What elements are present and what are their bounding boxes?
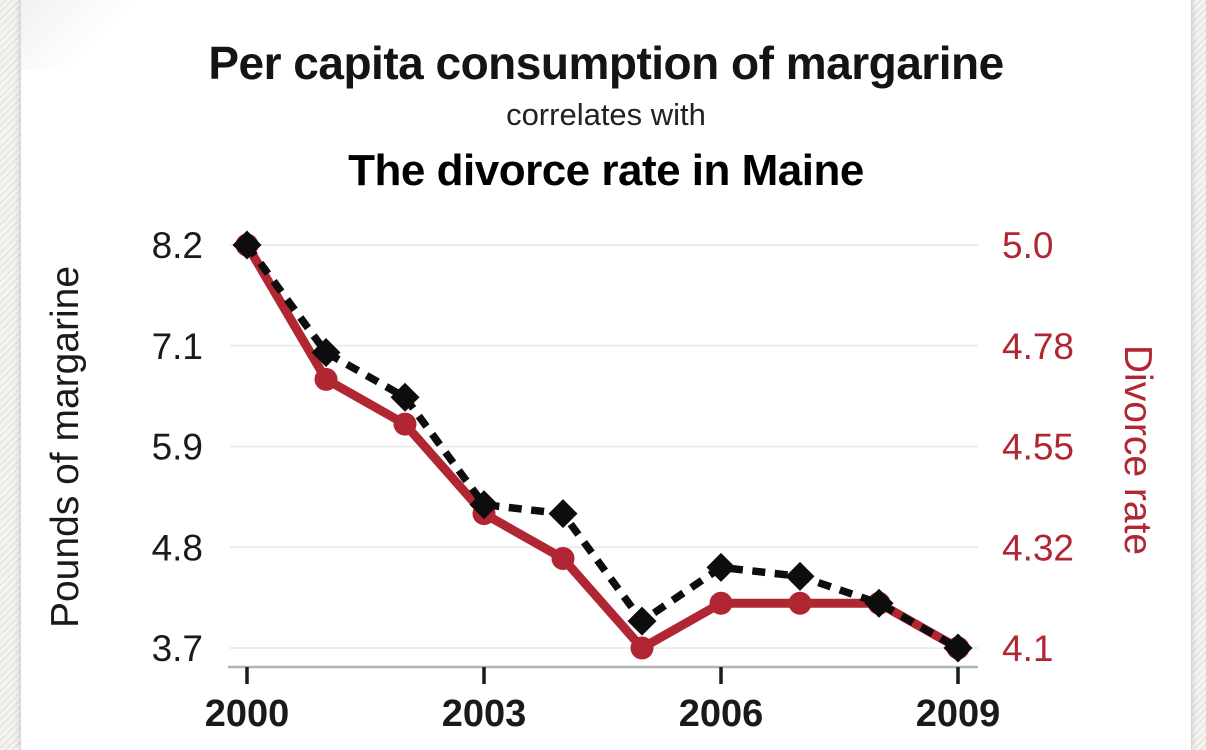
secondary-title: The divorce rate in Maine [348, 146, 864, 195]
circle-marker [393, 412, 417, 436]
diamond-marker [311, 337, 341, 367]
diamond-marker [864, 588, 894, 618]
left-tick-label: 7.1 [152, 326, 203, 367]
left-tick-label: 5.9 [152, 427, 203, 468]
x-axis-group [228, 665, 978, 684]
divorce-line [243, 242, 961, 654]
right-tick-label: 4.78 [1002, 326, 1074, 367]
right-tick-label: 4.1 [1002, 628, 1053, 669]
diamond-marker [627, 606, 657, 636]
x-tick-label: 2000 [205, 693, 290, 735]
chart-card: Per capita consumption of margarine corr… [20, 0, 1192, 750]
left-axis-title: Pounds of margarine [44, 266, 87, 628]
diamond-marker [706, 552, 736, 582]
left-tick-label: 3.7 [152, 628, 203, 669]
circle-marker [788, 591, 812, 615]
main-title: Per capita consumption of margarine [208, 37, 1004, 89]
diamond-marker [943, 633, 973, 663]
x-tick-label: 2003 [442, 693, 527, 735]
left-tick-label: 8.2 [152, 225, 203, 266]
circle-marker [709, 591, 733, 615]
margarine-line [243, 242, 960, 652]
circle-marker [630, 636, 654, 660]
diamond-marker [232, 230, 262, 260]
gridlines-group [230, 244, 978, 649]
diamond-marker [390, 382, 420, 412]
right-tick-label: 4.55 [1002, 427, 1074, 468]
correlates-with-label: correlates with [506, 97, 706, 132]
tick-labels-group: 8.2 7.1 5.9 4.8 3.7 5.0 4.78 4.55 4.32 4.1 2000 200… [152, 225, 1074, 735]
x-tick-label: 2006 [679, 693, 764, 735]
diamond-marker [469, 490, 499, 520]
series-group [232, 230, 973, 663]
right-tick-label: 4.32 [1002, 527, 1074, 568]
diamond-marker [785, 561, 815, 591]
circle-marker [551, 546, 575, 570]
circle-marker [314, 367, 338, 391]
right-tick-label: 5.0 [1002, 225, 1053, 266]
x-tick-label: 2009 [916, 693, 1001, 735]
diamond-marker [548, 499, 578, 529]
left-tick-label: 4.8 [152, 527, 203, 568]
right-axis-title: Divorce rate [1116, 345, 1159, 555]
